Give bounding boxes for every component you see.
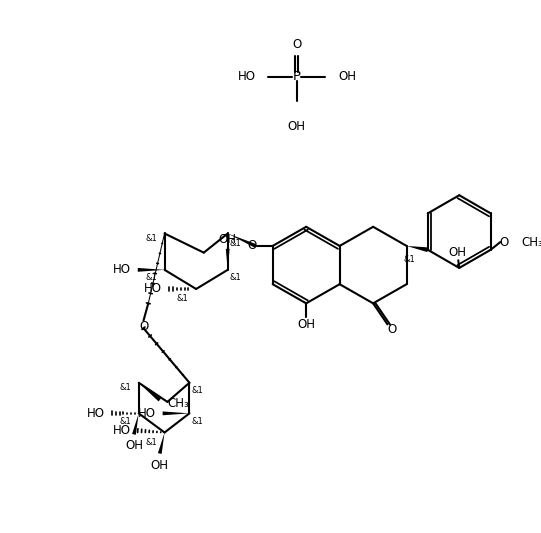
Text: OH: OH bbox=[288, 120, 306, 133]
Text: &1: &1 bbox=[229, 239, 241, 247]
Text: &1: &1 bbox=[404, 255, 415, 264]
Text: HO: HO bbox=[144, 282, 162, 295]
Text: &1: &1 bbox=[145, 438, 157, 447]
Text: HO: HO bbox=[113, 424, 130, 437]
Text: &1: &1 bbox=[177, 294, 188, 303]
Polygon shape bbox=[138, 268, 164, 272]
Text: CH₃: CH₃ bbox=[522, 236, 541, 248]
Polygon shape bbox=[407, 246, 428, 252]
Text: HO: HO bbox=[137, 407, 155, 420]
Text: &1: &1 bbox=[120, 416, 131, 425]
Text: &1: &1 bbox=[229, 273, 241, 282]
Polygon shape bbox=[158, 432, 164, 454]
Text: &1: &1 bbox=[191, 386, 203, 395]
Polygon shape bbox=[228, 233, 256, 248]
Text: O: O bbox=[139, 320, 148, 333]
Text: OH: OH bbox=[338, 70, 357, 83]
Text: HO: HO bbox=[87, 407, 104, 420]
Text: O: O bbox=[292, 37, 301, 51]
Polygon shape bbox=[226, 249, 229, 270]
Text: &1: &1 bbox=[120, 383, 131, 392]
Text: O: O bbox=[247, 239, 256, 253]
Text: O: O bbox=[388, 322, 397, 336]
Text: OH: OH bbox=[151, 458, 169, 472]
Text: O: O bbox=[499, 236, 509, 248]
Polygon shape bbox=[132, 414, 138, 435]
Text: OH: OH bbox=[448, 246, 466, 259]
Text: &1: &1 bbox=[145, 273, 157, 282]
Text: &1: &1 bbox=[145, 234, 157, 243]
Polygon shape bbox=[163, 411, 189, 415]
Text: OH: OH bbox=[297, 318, 315, 331]
Text: &1: &1 bbox=[191, 416, 203, 425]
Text: CH₃: CH₃ bbox=[167, 397, 189, 410]
Text: OH: OH bbox=[219, 233, 237, 246]
Text: OH: OH bbox=[125, 439, 143, 453]
Text: HO: HO bbox=[238, 70, 256, 83]
Text: HO: HO bbox=[113, 263, 130, 276]
Text: P: P bbox=[293, 70, 301, 83]
Polygon shape bbox=[138, 383, 161, 401]
